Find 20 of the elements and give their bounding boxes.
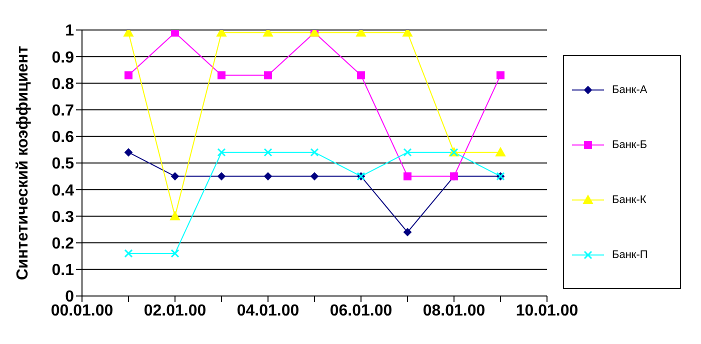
x-tick-label: 02.01.00 [144,302,206,320]
x-tick-label: 10.01.00 [516,302,578,320]
y-tick-label: 0.2 [52,235,74,252]
x-tick-label: 04.01.00 [236,302,300,320]
y-tick-label: 0.3 [52,208,74,226]
legend-label: Банк-А [612,84,648,96]
y-axis-title: Синтетический коэффициент [14,46,32,280]
y-tick-label: 1 [65,22,74,40]
y-tick-label: 0.1 [52,262,74,280]
legend-label: Банк-К [612,194,646,206]
y-tick-label: 0.8 [52,76,74,93]
y-tick-label: 0.4 [52,182,74,200]
y-tick-label: 0.9 [52,49,74,66]
legend-label: Банк-Б [612,138,648,150]
y-tick-label: 0.6 [52,129,74,146]
y-tick-label: 0.5 [52,156,74,173]
legend-label: Банк-П [612,248,648,260]
x-tick-label: 06.01.00 [330,302,392,320]
y-tick-label: 0.7 [52,102,74,120]
x-tick-label: 08.01.00 [422,302,486,320]
